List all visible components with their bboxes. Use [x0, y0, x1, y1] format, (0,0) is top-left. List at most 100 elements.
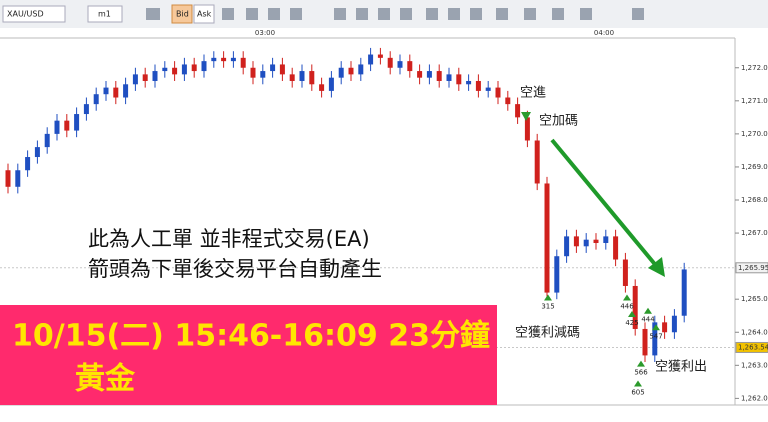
- bid: Bid: [176, 10, 189, 19]
- candle-body: [152, 71, 158, 81]
- y-tick-label: 1,265.00: [741, 295, 768, 303]
- y-tick-label: 1,264.00: [741, 328, 768, 336]
- icon[interactable]: [268, 8, 280, 20]
- icon[interactable]: [448, 8, 460, 20]
- trade-arrow: [623, 294, 631, 301]
- icon[interactable]: [400, 8, 412, 20]
- candle-body: [270, 64, 276, 72]
- banner-line: 10/15(二) 15:46-16:09 23分鐘: [12, 319, 490, 354]
- trade-label: 566: [634, 369, 648, 377]
- candle-body: [172, 67, 178, 75]
- timeframe-select[interactable]: [87, 5, 123, 23]
- icon[interactable]: [356, 8, 368, 20]
- candle-body: [642, 328, 648, 356]
- price-marker-box: [735, 262, 768, 274]
- trade-label: 425: [625, 319, 638, 327]
- candle-body: [230, 57, 236, 62]
- candle-body: [25, 157, 31, 171]
- candle-body: [397, 61, 403, 68]
- note-line: 此為人工單 並非程式交易(EA): [88, 227, 370, 251]
- y-tick-label: 1,262.00: [741, 394, 768, 402]
- candle-body: [201, 61, 207, 72]
- trade-arrow: [544, 294, 552, 301]
- icon[interactable]: [426, 8, 438, 20]
- candle-body: [505, 97, 511, 105]
- candle-body: [436, 71, 442, 81]
- candle-body: [221, 57, 227, 62]
- candle-body: [662, 322, 668, 333]
- candle-body: [613, 236, 619, 260]
- price-marker-label: 1,265.95: [738, 264, 768, 272]
- candle-body: [622, 259, 628, 286]
- trade-label: 444: [641, 316, 655, 324]
- candle-body: [240, 57, 246, 68]
- candle-body: [515, 104, 521, 118]
- candle-body: [34, 147, 40, 158]
- trend-arrowhead: [648, 257, 665, 277]
- candle-body: [328, 77, 334, 91]
- candle-body: [368, 54, 374, 65]
- icon[interactable]: [246, 8, 258, 20]
- trade-arrow: [637, 360, 645, 367]
- icon[interactable]: [524, 8, 536, 20]
- icon[interactable]: [632, 8, 644, 20]
- ask-button[interactable]: [193, 4, 215, 24]
- trade-arrow: [628, 311, 636, 318]
- candle-body: [652, 322, 658, 356]
- banner: [0, 305, 497, 405]
- bid-button[interactable]: [171, 4, 193, 24]
- icon[interactable]: [222, 8, 234, 20]
- candle-body: [338, 67, 344, 78]
- candle-body: [466, 80, 472, 85]
- candle-body: [593, 239, 599, 243]
- candle-body: [446, 74, 452, 81]
- candle-body: [113, 87, 119, 98]
- candle-body: [387, 57, 393, 68]
- icon[interactable]: [378, 8, 390, 20]
- candle-body: [103, 87, 109, 95]
- candle-body: [358, 64, 364, 75]
- candle-body: [279, 64, 285, 75]
- candle-body: [407, 61, 413, 72]
- icon[interactable]: [334, 8, 346, 20]
- icon[interactable]: [580, 8, 592, 20]
- candle-body: [123, 84, 129, 98]
- candle-body: [162, 67, 168, 72]
- icon[interactable]: [290, 8, 302, 20]
- candle-body: [583, 239, 589, 247]
- candle-body: [142, 74, 148, 81]
- trade-label: 446: [620, 303, 634, 311]
- candle-body: [181, 64, 187, 75]
- banner-line: 黃金: [75, 362, 136, 397]
- price-marker-label: 1,263.54: [738, 343, 768, 351]
- time-label: 03:00: [255, 29, 275, 37]
- toolbar-icons: [146, 8, 644, 20]
- candle-body: [564, 236, 570, 257]
- timeframe: m1: [98, 10, 111, 19]
- annotation: 空獲利減碼: [515, 325, 580, 341]
- candle-body: [495, 87, 501, 98]
- candle-body: [15, 170, 21, 187]
- candle-body: [54, 120, 60, 134]
- trade-label: 605: [631, 388, 644, 396]
- candle-body: [299, 71, 305, 81]
- icon[interactable]: [496, 8, 508, 20]
- icon[interactable]: [552, 8, 564, 20]
- candle-body: [309, 71, 315, 85]
- candle-body: [83, 104, 89, 115]
- candle-body: [475, 80, 481, 91]
- candle-body: [554, 256, 560, 293]
- candle-body: [417, 71, 423, 78]
- icon[interactable]: [146, 8, 160, 20]
- y-tick-label: 1,270.00: [741, 130, 768, 138]
- candle-body: [289, 74, 295, 81]
- candle-body: [426, 71, 432, 78]
- icon[interactable]: [470, 8, 482, 20]
- time-label: 04:00: [594, 29, 614, 37]
- candle-body: [632, 285, 638, 329]
- symbol-select[interactable]: [2, 5, 66, 23]
- candle-body: [250, 67, 256, 78]
- entry-arrow: [521, 112, 531, 121]
- y-tick-label: 1,271.00: [741, 97, 768, 105]
- candle-body: [671, 315, 677, 333]
